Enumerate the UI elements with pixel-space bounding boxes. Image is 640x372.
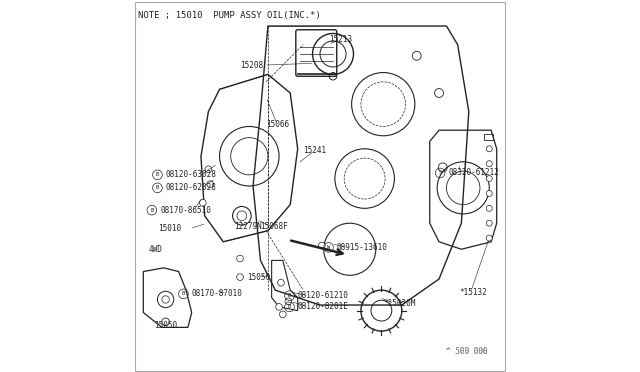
Text: 15066: 15066 (266, 120, 289, 129)
Circle shape (200, 199, 206, 206)
Circle shape (319, 242, 325, 249)
Text: 4WD: 4WD (148, 245, 162, 254)
Circle shape (237, 255, 243, 262)
Text: 15213: 15213 (330, 35, 353, 44)
Circle shape (435, 89, 444, 97)
Text: *15132: *15132 (460, 288, 487, 296)
Text: B: B (156, 185, 159, 190)
Text: S: S (438, 170, 442, 176)
Text: 08170-86510: 08170-86510 (160, 206, 211, 215)
Text: 08915-13610: 08915-13610 (337, 243, 388, 252)
Circle shape (412, 51, 421, 60)
Circle shape (276, 304, 282, 310)
Circle shape (280, 311, 286, 318)
Text: 15208: 15208 (240, 61, 263, 70)
Text: B: B (288, 293, 291, 298)
Circle shape (486, 190, 492, 196)
Circle shape (207, 181, 214, 187)
Text: 08120-62028: 08120-62028 (166, 183, 216, 192)
Text: 12279N: 12279N (234, 222, 262, 231)
Text: 08320-61212: 08320-61212 (449, 169, 499, 177)
Circle shape (438, 163, 447, 172)
Text: W: W (327, 245, 330, 250)
Circle shape (205, 166, 212, 173)
Text: B: B (182, 291, 185, 296)
Text: *15020M: *15020M (383, 299, 415, 308)
Text: 15050: 15050 (154, 321, 177, 330)
Text: 08170-87010: 08170-87010 (191, 289, 243, 298)
Text: B: B (156, 172, 159, 177)
Text: B: B (150, 208, 154, 213)
Text: 08120-63028: 08120-63028 (166, 170, 216, 179)
Circle shape (237, 274, 243, 280)
Text: 15050: 15050 (248, 273, 271, 282)
Circle shape (486, 176, 492, 182)
Circle shape (486, 146, 492, 152)
Text: ^ 500 000: ^ 500 000 (447, 347, 488, 356)
Text: 08120-61210: 08120-61210 (298, 291, 349, 300)
Text: 15010: 15010 (158, 224, 181, 233)
Text: 15068F: 15068F (260, 222, 288, 231)
Circle shape (486, 161, 492, 167)
Circle shape (486, 220, 492, 226)
Text: 15241: 15241 (303, 146, 326, 155)
Text: B: B (288, 304, 291, 310)
Text: ^ 500 000: ^ 500 000 (447, 347, 488, 356)
Circle shape (486, 205, 492, 211)
Circle shape (486, 235, 492, 241)
Text: NOTE ; 15010  PUMP ASSY OIL(INC.*): NOTE ; 15010 PUMP ASSY OIL(INC.*) (138, 11, 321, 20)
Text: 08120-8201E: 08120-8201E (298, 302, 349, 311)
